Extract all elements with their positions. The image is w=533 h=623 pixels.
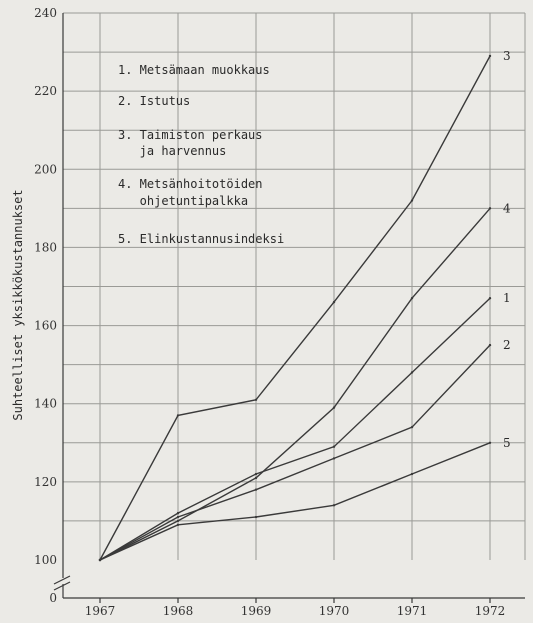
y-tick-label: 180 (34, 240, 57, 254)
x-tick-label: 1968 (163, 604, 194, 618)
y-tick-label: 240 (34, 6, 57, 20)
y-tick-label: 120 (34, 475, 57, 489)
y-tick-label: 140 (34, 397, 57, 411)
data-point (410, 472, 414, 476)
x-tick-label: 1971 (397, 604, 428, 618)
legend-entry: 2. Istutus (118, 94, 190, 108)
data-point (332, 504, 336, 507)
data-point (488, 54, 492, 58)
data-point (488, 297, 492, 300)
series-end-label-5: 5 (503, 436, 511, 450)
series-end-label-4: 4 (503, 201, 511, 215)
data-point (254, 398, 258, 402)
data-point (254, 515, 258, 519)
x-tick-label: 1970 (319, 604, 350, 618)
series-line-3 (99, 55, 491, 561)
data-point (254, 488, 258, 491)
data-point (488, 343, 492, 347)
data-point (410, 297, 414, 300)
data-point (410, 425, 414, 429)
data-point (176, 414, 180, 417)
data-point (254, 476, 258, 480)
data-point (410, 371, 414, 374)
series-end-label-3: 3 (503, 49, 511, 63)
x-tick-label: 1972 (475, 604, 506, 618)
legend-entry: ohjetuntipalkka (118, 194, 248, 208)
x-tick-label: 1967 (85, 604, 116, 618)
series-end-label-2: 2 (503, 338, 511, 352)
data-point (488, 441, 492, 444)
axis-break-mark (53, 575, 71, 585)
series-line-1 (99, 297, 491, 561)
data-point (410, 199, 414, 202)
y-tick-label: 160 (34, 319, 57, 333)
series-line-5 (99, 442, 491, 561)
y-tick-label: 0 (49, 591, 57, 605)
data-point (176, 511, 180, 515)
y-tick-label: 220 (34, 84, 57, 98)
axis-break-mark (53, 581, 71, 591)
y-tick-label: 100 (34, 553, 57, 567)
data-point (176, 515, 180, 519)
data-point (332, 300, 336, 304)
data-point (332, 457, 336, 460)
data-point (176, 519, 180, 523)
data-point (332, 406, 336, 409)
data-point (254, 472, 258, 476)
x-tick-label: 1969 (241, 604, 272, 618)
data-point (176, 523, 180, 527)
legend-entry: 4. Metsänhoitotöiden (118, 177, 263, 191)
legend-entry: ja harvennus (118, 144, 226, 158)
series-line-4 (99, 207, 491, 561)
y-axis-label: Suhteelliset yksikkökustannukset (11, 189, 25, 420)
data-point (332, 445, 336, 448)
legend-entry: 3. Taimiston perkaus (118, 128, 263, 142)
series-end-label-1: 1 (503, 291, 511, 305)
series-line-2 (99, 344, 491, 561)
legend-entry: 1. Metsämaan muokkaus (118, 63, 270, 77)
data-point (488, 207, 492, 210)
y-tick-label: 200 (34, 162, 57, 176)
legend-entry: 5. Elinkustannusindeksi (118, 232, 284, 246)
data-point (98, 558, 102, 562)
